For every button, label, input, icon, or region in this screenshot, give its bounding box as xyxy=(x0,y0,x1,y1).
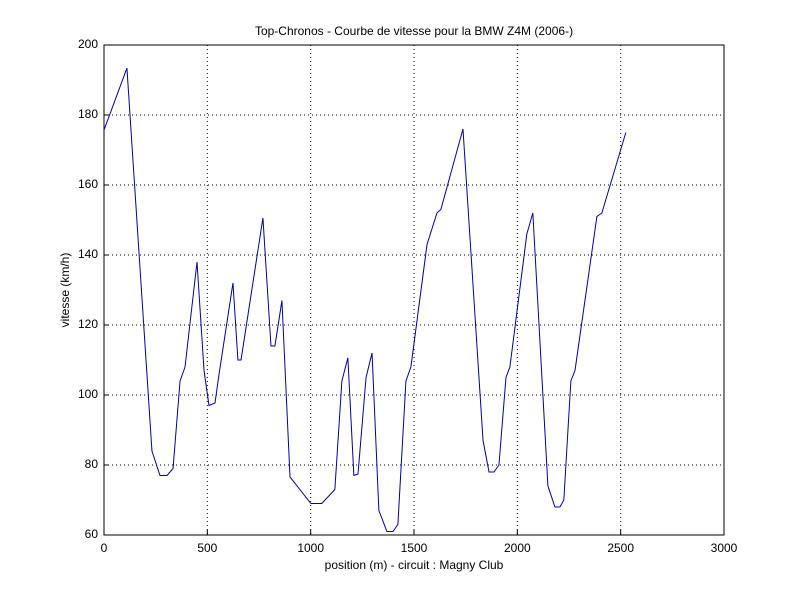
x-tick-label: 1000 xyxy=(297,541,324,555)
y-tick-label: 160 xyxy=(78,177,98,191)
y-tick-label: 180 xyxy=(78,107,98,121)
y-tick-label: 60 xyxy=(85,527,99,541)
y-tick-label: 120 xyxy=(78,317,98,331)
plot-frame xyxy=(103,44,725,536)
x-tick-label: 1500 xyxy=(401,541,428,555)
x-tick-label: 2500 xyxy=(607,541,634,555)
x-tick-label: 2000 xyxy=(504,541,531,555)
x-axis-label: position (m) - circuit : Magny Club xyxy=(325,558,504,572)
x-tick-label: 0 xyxy=(101,541,108,555)
y-tick-label: 140 xyxy=(78,247,98,261)
chart-title: Top-Chronos - Courbe de vitesse pour la … xyxy=(255,24,573,38)
y-tick-label: 200 xyxy=(78,37,98,51)
data-line xyxy=(103,67,627,532)
x-tick-label: 3000 xyxy=(711,541,738,555)
x-tick-label: 500 xyxy=(197,541,217,555)
y-axis-label: vitesse (km/h) xyxy=(58,253,72,328)
y-tick-label: 100 xyxy=(78,387,98,401)
y-tick-label: 80 xyxy=(85,457,99,471)
